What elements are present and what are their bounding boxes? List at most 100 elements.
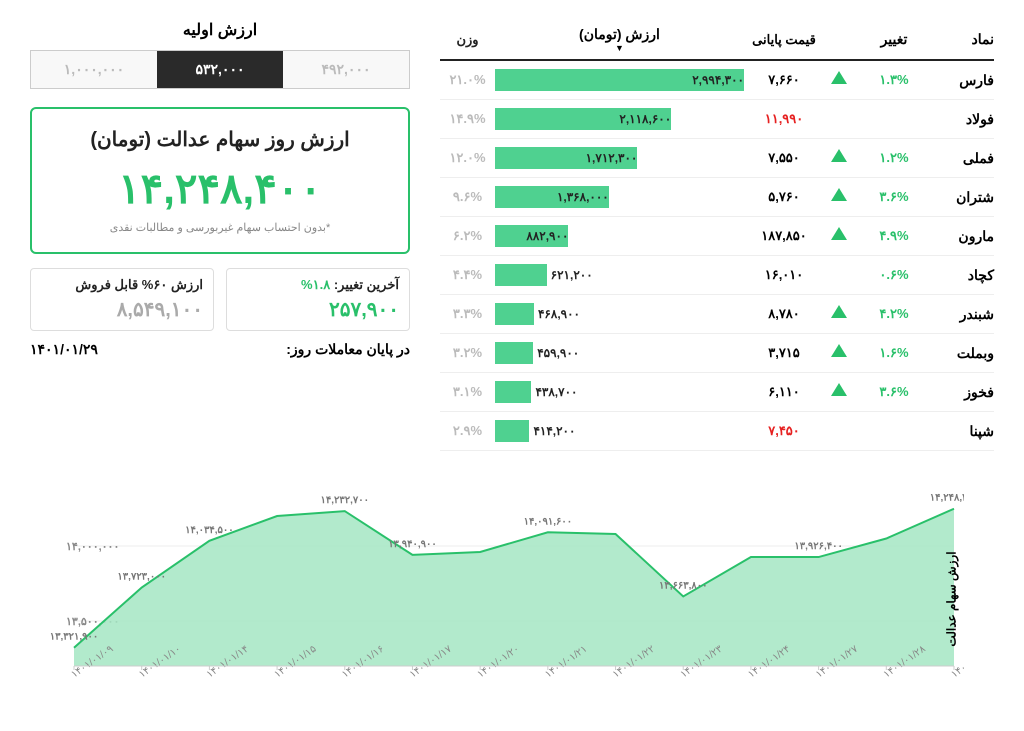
- cell-trend: [824, 149, 854, 167]
- triangle-up-icon: [831, 344, 847, 357]
- value-tab[interactable]: ۴۹۲,۰۰۰: [283, 51, 409, 88]
- cell-price: ۱۶,۰۱۰: [744, 267, 824, 283]
- triangle-up-icon: [831, 71, 847, 84]
- cell-change: ۱.۲%: [854, 149, 934, 167]
- initial-value-label: ارزش اولیه: [30, 20, 410, 40]
- cell-change: ۱.۶%: [854, 344, 934, 362]
- cell-value-bar: ۱,۷۱۲,۳۰۰: [495, 145, 744, 171]
- cell-symbol: شپنا: [934, 423, 994, 440]
- cell-trend: [824, 227, 854, 245]
- cell-price: ۵,۷۶۰: [744, 189, 824, 205]
- cell-symbol: فخوز: [934, 384, 994, 401]
- history-chart: ارزش سهام عدالت ۱۳,۵۰۰,۰۰۰۱۴,۰۰۰,۰۰۰۱۳,۳…: [30, 476, 994, 721]
- cell-price: ۶,۱۱۰: [744, 384, 824, 400]
- cell-weight: ۹.۶%: [440, 189, 495, 205]
- main-note: *بدون احتساب سهام غیربورسی و مطالبات نقد…: [47, 221, 393, 234]
- cell-value-bar: ۴۱۴,۲۰۰: [495, 418, 744, 444]
- cell-change: ۳.۶%: [854, 188, 934, 206]
- value-tab[interactable]: ۵۳۲,۰۰۰: [157, 51, 283, 88]
- sellable-value: ۸,۵۴۹,۱۰۰: [41, 297, 203, 322]
- cell-change: ۱.۳%: [854, 71, 934, 89]
- cell-weight: ۶.۲%: [440, 228, 495, 244]
- end-label: در پایان معاملات روز:: [286, 341, 410, 358]
- table-row: کچاد۰.۶% ۱۶,۰۱۰۶۲۱,۲۰۰۴.۴%: [440, 256, 994, 295]
- cell-price: ۷,۵۵۰: [744, 150, 824, 166]
- cell-symbol: شتران: [934, 189, 994, 206]
- cell-change: ۰.۶%: [854, 266, 934, 284]
- value-tabs: ۴۹۲,۰۰۰۵۳۲,۰۰۰۱,۰۰۰,۰۰۰: [30, 50, 410, 89]
- cell-weight: ۳.۲%: [440, 345, 495, 361]
- chart-svg: ۱۳,۵۰۰,۰۰۰۱۴,۰۰۰,۰۰۰۱۳,۳۲۱,۹۰۰۱۳,۷۲۳,۰۰۰…: [4, 476, 964, 716]
- table-row: شتران۳.۶% ۵,۷۶۰۱,۳۶۸,۰۰۰۹.۶%: [440, 178, 994, 217]
- last-change-box: آخرین تغییر: ۱.۸% ۲۵۷,۹۰۰: [226, 268, 410, 331]
- cell-price: ۷,۴۵۰: [744, 423, 824, 439]
- svg-text:۱۴,۰۳۴,۵۰۰: ۱۴,۰۳۴,۵۰۰: [185, 525, 234, 536]
- cell-weight: ۴.۴%: [440, 267, 495, 283]
- cell-value-bar: ۴۶۸,۹۰۰: [495, 301, 744, 327]
- cell-trend: [824, 344, 854, 362]
- triangle-up-icon: [831, 188, 847, 201]
- cell-trend: [824, 188, 854, 206]
- cell-change: ۴.۹%: [854, 227, 934, 245]
- table-row: فخوز۳.۶% ۶,۱۱۰۴۳۸,۷۰۰۳.۱%: [440, 373, 994, 412]
- triangle-up-icon: [831, 149, 847, 162]
- table-row: مارون۴.۹%۱۸۷,۸۵۰۸۸۲,۹۰۰۶.۲%: [440, 217, 994, 256]
- svg-text:۱۴,۰۹۱,۶۰۰: ۱۴,۰۹۱,۶۰۰: [524, 516, 573, 527]
- cell-value-bar: ۴۳۸,۷۰۰: [495, 379, 744, 405]
- svg-text:۱۴,۲۴۸,۴۰۰: ۱۴,۲۴۸,۴۰۰: [930, 493, 964, 504]
- main-value-box: ارزش روز سهام عدالت (تومان) ۱۴,۲۴۸,۴۰۰ *…: [30, 107, 410, 254]
- cell-weight: ۳.۳%: [440, 306, 495, 322]
- svg-text:۱۴,۰۰۰,۰۰۰: ۱۴,۰۰۰,۰۰۰: [66, 541, 119, 553]
- main-value: ۱۴,۲۴۸,۴۰۰: [47, 164, 393, 213]
- cell-weight: ۱۴.۹%: [440, 111, 495, 127]
- cell-symbol: فارس: [934, 72, 994, 89]
- cell-price: ۳,۷۱۵: [744, 345, 824, 361]
- cell-symbol: مارون: [934, 228, 994, 245]
- table-row: فولاد۱۱,۹۹۰۲,۱۱۸,۶۰۰۱۴.۹%: [440, 100, 994, 139]
- svg-text:۱۳,۶۶۳,۸۰۰: ۱۳,۶۶۳,۸۰۰: [659, 580, 708, 591]
- triangle-up-icon: [831, 305, 847, 318]
- triangle-up-icon: [831, 227, 847, 240]
- cell-trend: [824, 305, 854, 323]
- table-row: فارس۱.۳% ۷,۶۶۰۲,۹۹۴,۳۰۰۲۱.۰%: [440, 61, 994, 100]
- table-row: وبملت۱.۶%۳,۷۱۵۴۵۹,۹۰۰۳.۲%: [440, 334, 994, 373]
- th-price[interactable]: قیمت پایانی: [744, 32, 824, 48]
- triangle-up-icon: [831, 383, 847, 396]
- main-title: ارزش روز سهام عدالت (تومان): [47, 127, 393, 152]
- cell-symbol: فولاد: [934, 111, 994, 128]
- sellable-box: ارزش ۶۰% قابل فروش ۸,۵۴۹,۱۰۰: [30, 268, 214, 331]
- cell-value-bar: ۲,۹۹۴,۳۰۰: [495, 67, 744, 93]
- cell-weight: ۲.۹%: [440, 423, 495, 439]
- th-change[interactable]: تغییر: [854, 31, 934, 48]
- cell-weight: ۲۱.۰%: [440, 72, 495, 88]
- th-value[interactable]: ارزش (تومان)▼: [495, 26, 744, 53]
- cell-symbol: وبملت: [934, 345, 994, 362]
- svg-text:۱۳,۹۲۶,۴۰۰: ۱۳,۹۲۶,۴۰۰: [794, 541, 843, 552]
- cell-trend: [824, 383, 854, 401]
- cell-value-bar: ۶۲۱,۲۰۰: [495, 262, 744, 288]
- cell-price: ۸,۷۸۰: [744, 306, 824, 322]
- last-change-label: آخرین تغییر:: [334, 277, 399, 292]
- cell-symbol: کچاد: [934, 267, 994, 284]
- svg-text:۱۴,۲۳۲,۷۰۰: ۱۴,۲۳۲,۷۰۰: [321, 495, 370, 506]
- cell-value-bar: ۱,۳۶۸,۰۰۰: [495, 184, 744, 210]
- th-symbol[interactable]: نماد: [934, 31, 994, 48]
- cell-price: ۷,۶۶۰: [744, 72, 824, 88]
- table-row: فملی۱.۲%۷,۵۵۰۱,۷۱۲,۳۰۰۱۲.۰%: [440, 139, 994, 178]
- svg-text:۱۳,۳۲۱,۹۰۰: ۱۳,۳۲۱,۹۰۰: [50, 632, 99, 643]
- cell-value-bar: ۸۸۲,۹۰۰: [495, 223, 744, 249]
- table-header: نماد تغییر قیمت پایانی ارزش (تومان)▼ وزن: [440, 20, 994, 61]
- table-row: شپنا ۷,۴۵۰۴۱۴,۲۰۰۲.۹%: [440, 412, 994, 451]
- summary-panel: ارزش اولیه ۴۹۲,۰۰۰۵۳۲,۰۰۰۱,۰۰۰,۰۰۰ ارزش …: [30, 20, 410, 451]
- cell-price: ۱۱,۹۹۰: [744, 111, 824, 127]
- cell-change: ۴.۲%: [854, 305, 934, 323]
- cell-symbol: فملی: [934, 150, 994, 167]
- cell-change: ۳.۶%: [854, 383, 934, 401]
- table-row: شبندر۴.۲% ۸,۷۸۰۴۶۸,۹۰۰۳.۳%: [440, 295, 994, 334]
- cell-weight: ۳.۱%: [440, 384, 495, 400]
- chart-ylabel: ارزش سهام عدالت: [944, 551, 958, 646]
- value-tab[interactable]: ۱,۰۰۰,۰۰۰: [31, 51, 157, 88]
- th-weight[interactable]: وزن: [440, 32, 495, 48]
- svg-text:۱۳,۹۴۰,۹۰۰: ۱۳,۹۴۰,۹۰۰: [388, 539, 437, 550]
- cell-symbol: شبندر: [934, 306, 994, 323]
